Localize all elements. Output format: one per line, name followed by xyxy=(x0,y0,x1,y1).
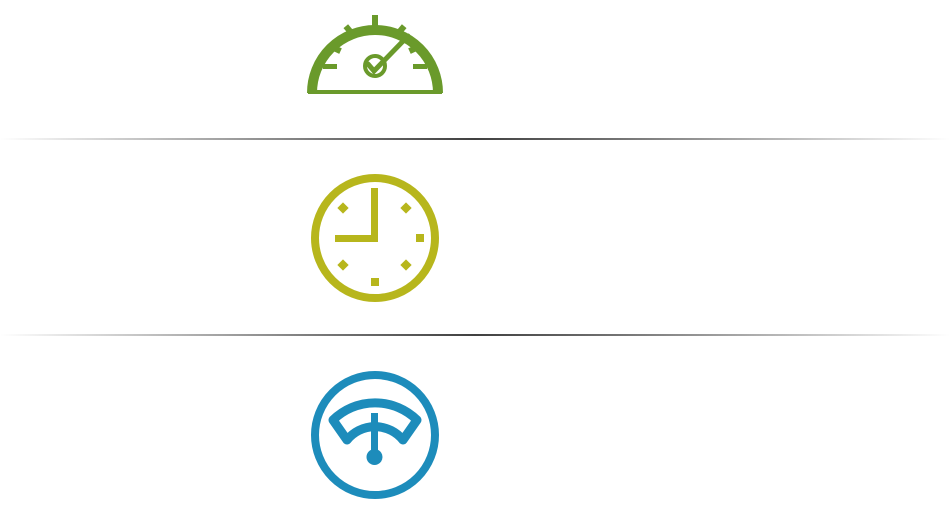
speedometer-icon xyxy=(305,0,445,124)
divider xyxy=(0,138,950,140)
clock-icon xyxy=(305,168,445,308)
divider xyxy=(0,334,950,336)
gauge-icon xyxy=(305,365,445,505)
